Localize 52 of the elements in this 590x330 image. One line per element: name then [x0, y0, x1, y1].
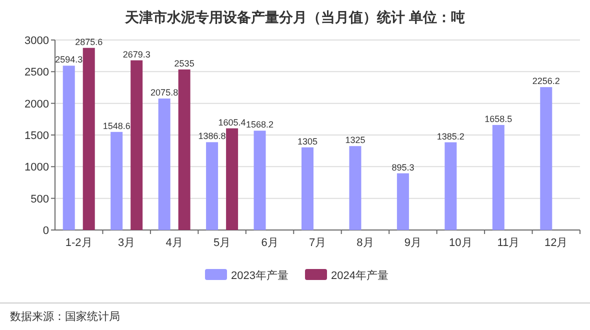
data-label: 1386.8: [198, 131, 226, 142]
data-label: 2535: [174, 58, 194, 68]
bar: [158, 98, 170, 230]
x-tick-label: 9月: [404, 237, 422, 249]
bar: [62, 66, 75, 230]
bar: [130, 60, 143, 230]
bar: [254, 130, 266, 230]
y-tick-label: 1500: [24, 130, 49, 142]
y-tick-label: 500: [30, 193, 49, 206]
source-note: 数据来源：国家统计局: [10, 310, 120, 323]
bar: [178, 69, 190, 230]
legend-label: 2024年产量: [331, 269, 388, 282]
y-tick-label: 2500: [24, 66, 49, 79]
data-label: 2256.2: [532, 76, 560, 86]
bar: [302, 147, 314, 230]
data-label: 1305: [297, 136, 318, 146]
legend-label: 2023年产量: [231, 269, 288, 282]
x-tick-label: 5月: [213, 237, 231, 249]
data-label: 2875.6: [75, 36, 103, 47]
bar: [492, 124, 504, 230]
bar: [444, 142, 457, 230]
bar: [540, 87, 552, 230]
data-label: 2679.3: [122, 49, 150, 60]
data-label: 2075.8: [150, 88, 178, 98]
chart-title: 天津市水泥专用设备产量分月（当月值）统计 单位：吨: [124, 9, 465, 25]
bar: [110, 132, 123, 230]
x-tick-label: 7月: [308, 237, 326, 249]
data-label: 1385.2: [436, 131, 464, 142]
bar: [82, 48, 95, 230]
bar: [226, 128, 238, 230]
x-tick-label: 1-2月: [65, 237, 92, 249]
bar: [396, 173, 409, 230]
x-tick-label: 11月: [497, 237, 520, 249]
x-tick-label: 6月: [261, 237, 278, 249]
y-tick-label: 3000: [24, 35, 49, 47]
bar: [349, 146, 362, 230]
bar: [206, 142, 218, 230]
x-tick-label: 4月: [166, 237, 183, 249]
data-label: 1325: [345, 135, 366, 146]
y-tick-label: 1000: [24, 162, 49, 174]
x-tick-label: 12月: [544, 237, 568, 249]
x-tick-label: 3月: [118, 237, 136, 249]
data-label: 1605.4: [218, 117, 246, 128]
x-tick-label: 8月: [356, 237, 374, 249]
data-label: 1658.5: [484, 114, 512, 124]
data-label: 1548.6: [102, 120, 130, 131]
data-label: 1568.2: [246, 120, 274, 130]
x-tick-label: 10月: [449, 237, 472, 249]
y-tick-label: 2000: [24, 98, 49, 110]
data-label: 895.3: [392, 162, 414, 172]
y-tick-label: 0: [42, 225, 49, 237]
data-label: 2594.3: [55, 54, 83, 65]
